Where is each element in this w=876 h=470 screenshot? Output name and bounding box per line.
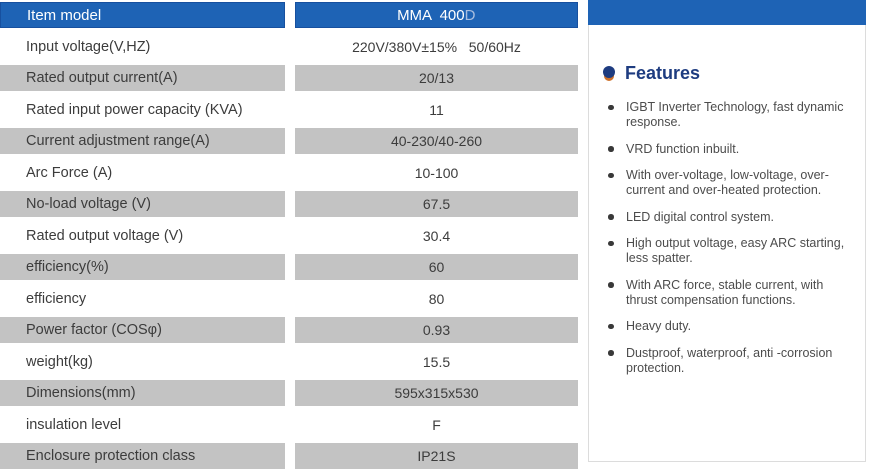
- row-value: 40-230/40-260: [295, 128, 578, 154]
- row-label: Arc Force (A): [26, 164, 113, 181]
- feature-item: With over-voltage, low-voltage, over-cur…: [603, 168, 847, 198]
- table-header-row: Item model MMA 400 D: [0, 2, 578, 28]
- header-item-model-label: Item model: [27, 6, 102, 24]
- row-label: Current adjustment range(A): [0, 128, 285, 154]
- feature-item: With ARC force, stable current, with thr…: [603, 278, 847, 308]
- table-row: Arc Force (A) 10-100: [0, 160, 578, 186]
- row-value: 0.93: [295, 317, 578, 343]
- features-title-text: Features: [625, 63, 701, 83]
- table-row: Rated output voltage (V) 30.4: [0, 223, 578, 249]
- table-row: Current adjustment range(A) 40-230/40-26…: [0, 128, 578, 154]
- feature-item: VRD function inbuilt.: [603, 142, 847, 157]
- table-row: Rated input power capacity (KVA) 11: [0, 97, 578, 123]
- table-row: efficiency(%) 60: [0, 254, 578, 280]
- row-value: 10-100: [414, 164, 459, 181]
- table-row: Power factor (COSφ) 0.93: [0, 317, 578, 343]
- row-value: 67.5: [295, 191, 578, 217]
- row-value: IP21S: [295, 443, 578, 469]
- table-row: weight(kg) 15.5: [0, 349, 578, 375]
- row-value: 60: [295, 254, 578, 280]
- row-label: Rated input power capacity (KVA): [26, 101, 243, 118]
- header-model-cell: MMA 400 D: [295, 2, 578, 28]
- table-row: Enclosure protection class IP21S: [0, 443, 578, 469]
- feature-item: Dustproof, waterproof, anti -corrosion p…: [603, 346, 847, 376]
- row-label: insulation level: [26, 416, 122, 433]
- row-value: 30.4: [422, 227, 451, 244]
- features-list: IGBT Inverter Technology, fast dynamic r…: [603, 100, 847, 376]
- row-label: Rated output voltage (V): [26, 227, 184, 244]
- row-value: 80: [428, 290, 445, 307]
- row-value: 220V/380V±15% 50/60Hz: [352, 38, 521, 55]
- table-row: Dimensions(mm) 595x315x530: [0, 380, 578, 406]
- row-label: No-load voltage (V): [0, 191, 285, 217]
- model-name: MMA 400: [397, 6, 465, 24]
- table-row: insulation level F: [0, 412, 578, 438]
- table-row: efficiency 80: [0, 286, 578, 312]
- panel-top-bar: [588, 0, 866, 25]
- table-row: Input voltage(V,HZ) 220V/380V±15% 50/60H…: [0, 34, 578, 60]
- row-value: 595x315x530: [295, 380, 578, 406]
- row-value: 20/13: [295, 65, 578, 91]
- row-label: Input voltage(V,HZ): [26, 38, 151, 55]
- feature-item: Heavy duty.: [603, 319, 847, 334]
- header-item-model-cell: Item model: [0, 2, 285, 28]
- row-label: weight(kg): [26, 353, 93, 370]
- row-label: Dimensions(mm): [0, 380, 285, 406]
- feature-item: High output voltage, easy ARC starting, …: [603, 236, 847, 266]
- row-label: Rated output current(A): [0, 65, 285, 91]
- features-bullet-icon: [603, 66, 615, 81]
- model-name-suffix: D: [464, 6, 476, 24]
- row-value: 15.5: [422, 353, 451, 370]
- feature-item: LED digital control system.: [603, 210, 847, 225]
- row-label: efficiency: [26, 290, 87, 307]
- feature-item: IGBT Inverter Technology, fast dynamic r…: [603, 100, 847, 130]
- row-label: efficiency(%): [0, 254, 285, 280]
- features-content: Features IGBT Inverter Technology, fast …: [589, 1, 865, 376]
- row-value: 11: [429, 101, 444, 118]
- features-title: Features: [603, 63, 847, 84]
- table-row: No-load voltage (V) 67.5: [0, 191, 578, 217]
- row-label: Power factor (COSφ): [0, 317, 285, 343]
- spec-table: Item model MMA 400 D Input voltage(V,HZ) …: [0, 2, 578, 470]
- row-value: F: [432, 416, 441, 433]
- features-panel: Features IGBT Inverter Technology, fast …: [588, 0, 866, 462]
- table-row: Rated output current(A) 20/13: [0, 65, 578, 91]
- row-label: Enclosure protection class: [0, 443, 285, 469]
